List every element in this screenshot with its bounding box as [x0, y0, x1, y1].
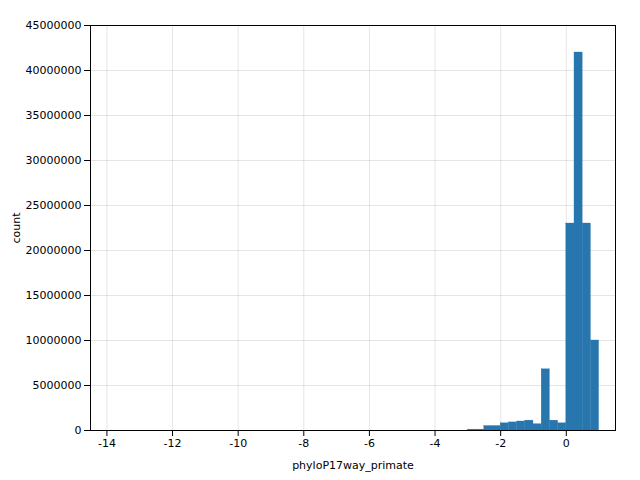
svg-text:-8: -8 [298, 437, 309, 450]
svg-text:-6: -6 [364, 437, 375, 450]
svg-text:-10: -10 [229, 437, 247, 450]
svg-text:15000000: 15000000 [26, 289, 82, 302]
svg-text:35000000: 35000000 [26, 109, 82, 122]
svg-text:0: 0 [563, 437, 570, 450]
svg-text:10000000: 10000000 [26, 334, 82, 347]
svg-text:-14: -14 [98, 437, 116, 450]
svg-text:-2: -2 [495, 437, 506, 450]
svg-text:25000000: 25000000 [26, 199, 82, 212]
svg-text:phyloP17way_primate: phyloP17way_primate [292, 459, 414, 472]
svg-text:count: count [10, 212, 23, 244]
svg-text:30000000: 30000000 [26, 154, 82, 167]
svg-text:40000000: 40000000 [26, 64, 82, 77]
svg-text:-12: -12 [164, 437, 182, 450]
svg-text:-4: -4 [430, 437, 441, 450]
svg-text:5000000: 5000000 [33, 379, 82, 392]
svg-text:20000000: 20000000 [26, 244, 82, 257]
svg-text:45000000: 45000000 [26, 19, 82, 32]
svg-text:0: 0 [75, 424, 82, 437]
